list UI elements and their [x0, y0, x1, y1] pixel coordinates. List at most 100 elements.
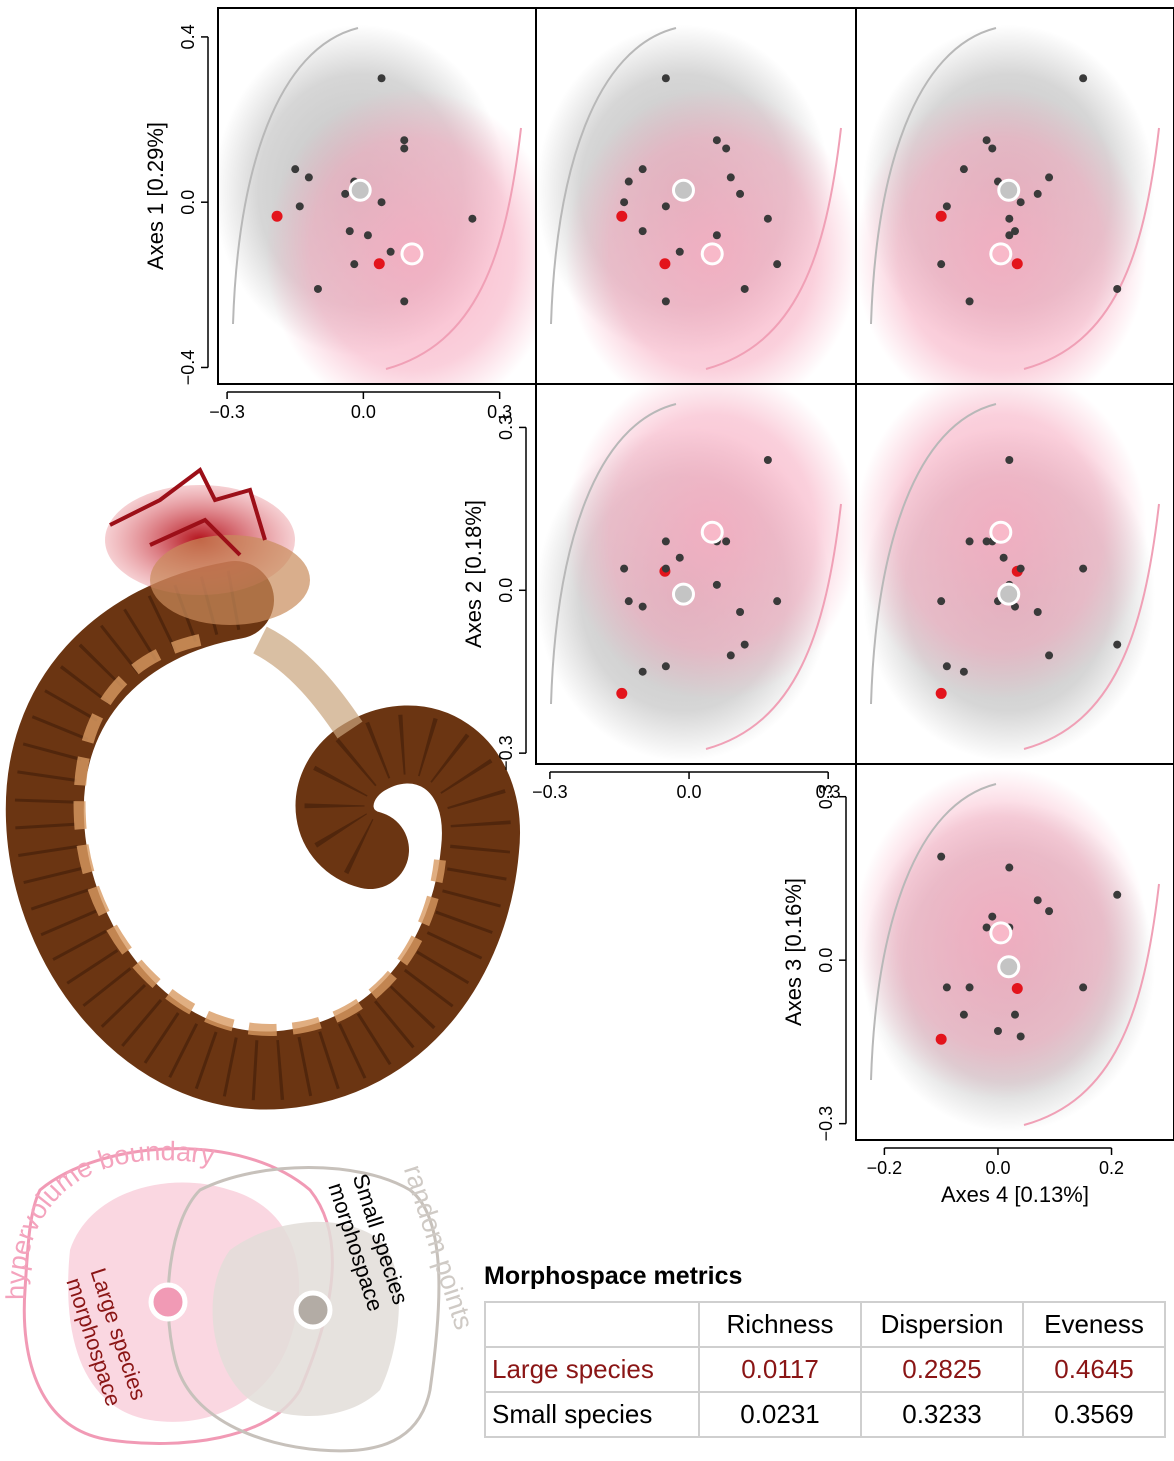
small-species-point — [387, 248, 395, 256]
small-species-point — [1079, 983, 1087, 991]
small-species-point — [639, 603, 647, 611]
x-tick-label: 0.0 — [351, 402, 376, 422]
small-species-point — [736, 608, 744, 616]
y-tick-label: −0.4 — [178, 350, 198, 386]
panel — [214, 25, 558, 420]
small-species-point — [378, 198, 386, 206]
x-tick-label: 0.2 — [1099, 1158, 1124, 1178]
small-species-point — [662, 74, 670, 82]
large-species-point — [1012, 258, 1023, 269]
small-species-point — [966, 537, 974, 545]
small-species-point — [773, 260, 781, 268]
centroid — [702, 244, 722, 264]
small-species-point — [1045, 173, 1053, 181]
y-tick-label: −0.3 — [496, 735, 516, 771]
y-tick-label: 0.0 — [816, 948, 836, 973]
centroid — [999, 180, 1019, 200]
small-species-point — [1045, 651, 1053, 659]
small-species-point — [291, 165, 299, 173]
small-species-point — [1034, 190, 1042, 198]
small-species-point — [1113, 641, 1121, 649]
col-header: Eveness — [1023, 1302, 1165, 1347]
cell: 0.3569 — [1023, 1392, 1165, 1437]
row-label: Small species — [485, 1392, 699, 1437]
y-tick-label: 0.4 — [178, 24, 198, 49]
panel — [536, 25, 859, 420]
small-species-point — [764, 456, 772, 464]
y-tick-label: 0.0 — [178, 190, 198, 215]
cell: 0.4645 — [1023, 1347, 1165, 1392]
large-species-point — [936, 688, 947, 699]
small-species-point — [960, 668, 968, 676]
small-species-point — [378, 74, 386, 82]
small-species-point — [773, 597, 781, 605]
small-species-point — [960, 165, 968, 173]
large-species-point — [936, 211, 947, 222]
small-species-point — [305, 173, 313, 181]
panel — [536, 365, 859, 761]
page: Morphospace figure {"chart_data": { "typ… — [0, 0, 1174, 1461]
small-species-point — [988, 913, 996, 921]
small-species-point — [662, 202, 670, 210]
small-species-point — [639, 165, 647, 173]
small-species-point — [1034, 896, 1042, 904]
cell: 0.3233 — [861, 1392, 1023, 1437]
small-species-point — [1000, 554, 1008, 562]
small-species-point — [364, 231, 372, 239]
worm-illustration — [45, 470, 481, 1071]
x-tick-label: 0.3 — [816, 782, 841, 802]
small-species-point — [662, 662, 670, 670]
small-species-point — [741, 285, 749, 293]
small-species-point — [1079, 565, 1087, 573]
y-axis-label: Axes 3 [0.16%] — [781, 878, 806, 1026]
x-tick-label: −0.3 — [209, 402, 245, 422]
small-species-point — [1079, 74, 1087, 82]
row: Small species 0.0231 0.3233 0.3569 — [485, 1392, 1165, 1437]
small-species-point — [625, 178, 633, 186]
small-species-point — [1005, 231, 1013, 239]
small-species-point — [662, 537, 670, 545]
col-header: Richness — [699, 1302, 861, 1347]
small-species-point — [350, 260, 358, 268]
small-species-point — [639, 227, 647, 235]
small-species-point — [1017, 198, 1025, 206]
y-tick-label: −0.3 — [816, 1106, 836, 1142]
y-axis-label: Axes 1 [0.29%] — [143, 122, 168, 270]
small-species-point — [1017, 1032, 1025, 1040]
small-species-point — [722, 537, 730, 545]
large-species-point — [616, 211, 627, 222]
small-species-point — [943, 983, 951, 991]
metrics-block: Morphospace metrics Richness Dispersion … — [484, 1262, 1166, 1438]
small-species-point — [966, 297, 974, 305]
panel — [855, 365, 1159, 761]
header-row: Richness Dispersion Eveness — [485, 1302, 1165, 1347]
figure-canvas: hypervolume boundary random points Large… — [0, 0, 1174, 1461]
small-species-point — [346, 227, 354, 235]
col-header: Dispersion — [861, 1302, 1023, 1347]
centroid — [999, 584, 1019, 604]
corner-cell — [485, 1302, 699, 1347]
small-species-point — [983, 923, 991, 931]
concept-diagram: hypervolume boundary random points Large… — [1, 1136, 479, 1451]
x-tick-label: 0.0 — [985, 1158, 1010, 1178]
small-species-point — [662, 565, 670, 573]
small-species-point — [713, 136, 721, 144]
small-species-point — [676, 554, 684, 562]
small-species-point — [639, 668, 647, 676]
small-species-point — [468, 215, 476, 223]
figure: hypervolume boundary random points Large… — [0, 0, 1174, 1461]
small-species-point — [400, 144, 408, 152]
x-tick-label: −0.2 — [867, 1158, 903, 1178]
centroid — [350, 180, 370, 200]
small-species-point — [943, 202, 951, 210]
panel — [855, 25, 1159, 420]
small-species-point — [1113, 891, 1121, 899]
small-species-point — [662, 297, 670, 305]
centroid — [999, 957, 1019, 977]
x-tick-label: −0.3 — [532, 782, 568, 802]
small-species-point — [943, 662, 951, 670]
small-species-point — [983, 136, 991, 144]
small-species-point — [722, 144, 730, 152]
panel — [855, 767, 1159, 1132]
cell: 0.0117 — [699, 1347, 861, 1392]
